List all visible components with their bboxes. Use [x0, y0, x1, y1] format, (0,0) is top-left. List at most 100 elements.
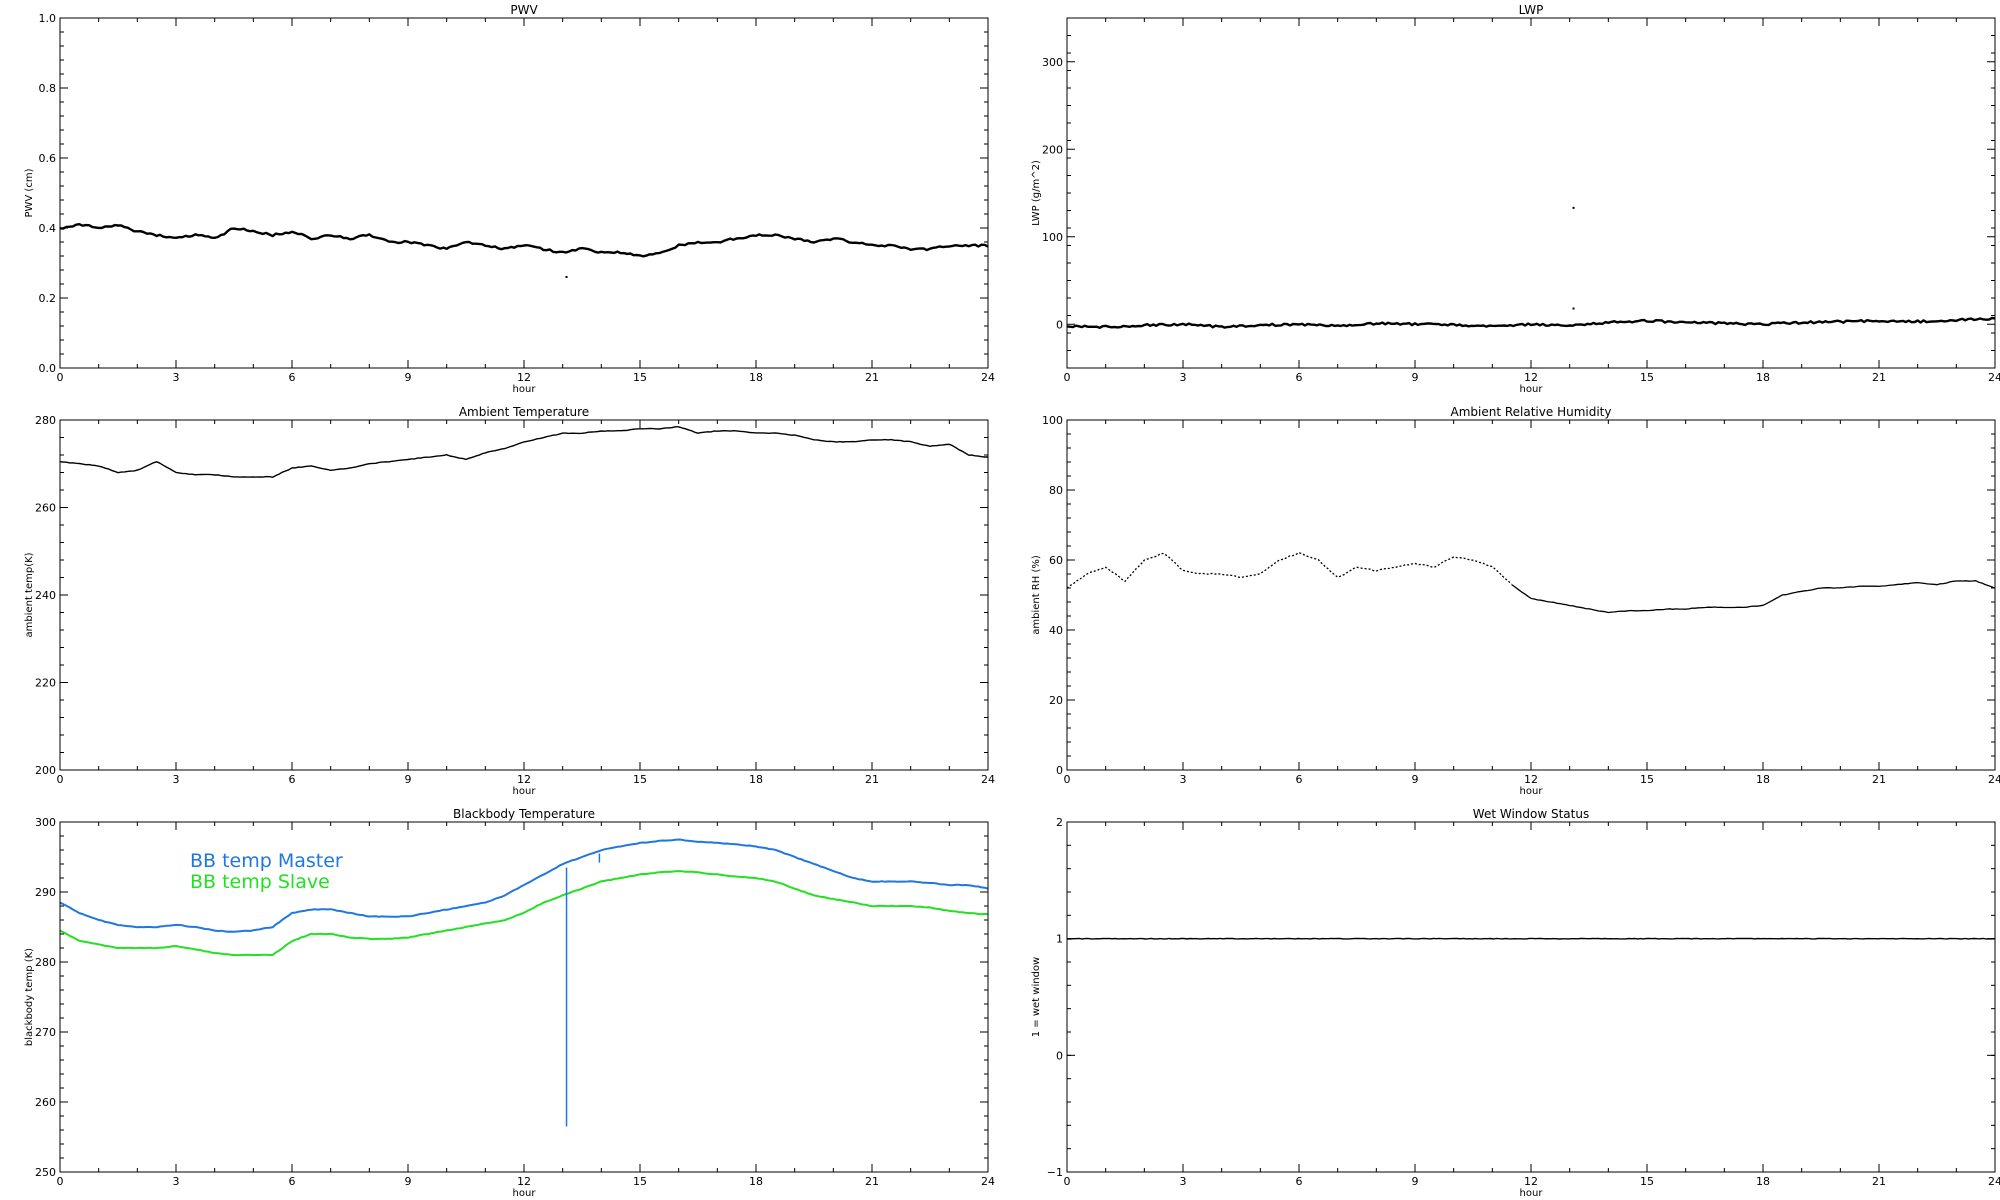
x-tick-label: 12 — [517, 773, 531, 786]
x-tick-label: 6 — [289, 773, 296, 786]
x-tick-label: 3 — [1180, 1175, 1187, 1188]
x-tick-label: 0 — [1064, 371, 1071, 384]
x-axis-label: hour — [1520, 384, 1544, 395]
x-tick-label: 21 — [1872, 371, 1886, 384]
plot-frame — [1066, 17, 1996, 369]
x-tick-label: 6 — [1296, 1175, 1303, 1188]
x-axis-label: hour — [513, 786, 537, 797]
chart-title: Blackbody Temperature — [453, 807, 595, 821]
y-tick-label: 300 — [35, 816, 56, 829]
chart-panel-ambient_temp: Ambient Temperature 0 3 6 9 12 15 18 21 24 hour 200… — [24, 405, 995, 797]
x-tick-label: 3 — [173, 1175, 180, 1188]
x-tick-label: 3 — [173, 371, 180, 384]
y-tick-label: 0.8 — [39, 82, 57, 95]
x-tick-label: 6 — [289, 371, 296, 384]
x-axis-label: hour — [513, 1188, 537, 1199]
series-line-0 — [1067, 551, 1513, 589]
x-tick-label: 9 — [405, 1175, 412, 1188]
y-tick-label: −1 — [1047, 1166, 1063, 1179]
y-tick-label: 280 — [35, 414, 56, 427]
series-line-0 — [60, 223, 988, 258]
x-tick-label: 15 — [1640, 773, 1654, 786]
x-tick-label: 15 — [1640, 371, 1654, 384]
chart-title: PWV — [510, 3, 538, 17]
y-tick-label: 40 — [1049, 624, 1063, 637]
chart-title: Ambient Temperature — [459, 405, 589, 419]
x-tick-label: 3 — [173, 773, 180, 786]
x-tick-label: 12 — [517, 1175, 531, 1188]
y-tick-label: 220 — [35, 677, 56, 690]
x-tick-label: 3 — [1180, 371, 1187, 384]
chart-panel-ambient_rh: Ambient Relative Humidity 0 3 6 9 12 15 18 21 24 h… — [1031, 405, 2000, 797]
y-tick-label: 200 — [35, 764, 56, 777]
series-line-0 — [60, 426, 988, 478]
x-tick-label: 9 — [405, 773, 412, 786]
x-tick-label: 9 — [1412, 1175, 1419, 1188]
y-tick-label: 0 — [1056, 1049, 1063, 1062]
y-axis-label: ambient temp(K) — [24, 552, 35, 637]
y-tick-label: 280 — [35, 956, 56, 969]
plot-area — [60, 426, 988, 478]
x-tick-label: 9 — [405, 371, 412, 384]
x-tick-label: 0 — [1064, 1175, 1071, 1188]
x-tick-label: 6 — [1296, 371, 1303, 384]
x-tick-label: 18 — [1756, 371, 1770, 384]
x-axis-label: hour — [1520, 1188, 1544, 1199]
y-tick-label: 1 — [1056, 933, 1063, 946]
series-line-0 — [1067, 316, 1995, 329]
x-tick-label: 12 — [1524, 1175, 1538, 1188]
y-tick-label: 270 — [35, 1026, 56, 1039]
x-tick-label: 6 — [1296, 773, 1303, 786]
y-axis-label: PWV (cm) — [24, 168, 35, 217]
series-line-0 — [1067, 937, 1995, 940]
x-axis-label: hour — [513, 384, 537, 395]
x-tick-label: 24 — [981, 773, 995, 786]
plot-area — [60, 223, 988, 278]
y-tick-label: 0.4 — [39, 222, 57, 235]
y-tick-label: 80 — [1049, 484, 1063, 497]
y-tick-label: 0 — [1056, 318, 1063, 331]
x-tick-label: 9 — [1412, 773, 1419, 786]
series-line-bb-temp-slave — [60, 870, 988, 957]
y-tick-label: 2 — [1056, 816, 1063, 829]
y-tick-label: 20 — [1049, 694, 1063, 707]
x-tick-label: 24 — [981, 371, 995, 384]
plot-frame — [59, 419, 989, 771]
x-tick-label: 9 — [1412, 371, 1419, 384]
x-tick-label: 0 — [1064, 773, 1071, 786]
x-tick-label: 15 — [633, 773, 647, 786]
x-tick-label: 12 — [517, 371, 531, 384]
x-axis-label: hour — [1520, 786, 1544, 797]
chart-panel-pwv: PWV 0 3 6 9 12 15 18 21 24 hour 0.0 0.2 0.4 0.6 0.8 1.0 P… — [24, 3, 995, 395]
x-tick-label: 21 — [865, 773, 879, 786]
chart-title: LWP — [1519, 3, 1544, 17]
x-tick-label: 21 — [865, 1175, 879, 1188]
y-tick-label: 250 — [35, 1166, 56, 1179]
y-tick-label: 0.6 — [39, 152, 57, 165]
x-tick-label: 0 — [57, 371, 64, 384]
y-axis-label: blackbody temp (K) — [24, 948, 35, 1046]
y-axis-label: 1 = wet window — [1031, 957, 1042, 1037]
plot-area — [1067, 937, 1995, 940]
plot-area — [1067, 551, 1995, 614]
x-tick-label: 24 — [981, 1175, 995, 1188]
x-tick-label: 18 — [1756, 1175, 1770, 1188]
y-tick-label: 0 — [1056, 764, 1063, 777]
x-tick-label: 6 — [289, 1175, 296, 1188]
plot-area — [1067, 206, 1995, 329]
x-tick-label: 18 — [749, 773, 763, 786]
x-tick-label: 18 — [749, 1175, 763, 1188]
x-tick-label: 15 — [633, 371, 647, 384]
y-axis-label: ambient RH (%) — [1031, 555, 1042, 635]
plot-frame — [1066, 821, 1996, 1173]
chart-panel-lwp: LWP 0 3 6 9 12 15 18 21 24 hour 0 100 200 300 LWP (g/m^… — [1031, 3, 2000, 395]
y-tick-label: 100 — [1042, 231, 1063, 244]
x-tick-label: 24 — [1988, 371, 2000, 384]
series-line-1 — [1511, 580, 1995, 614]
plot-area — [60, 838, 988, 1127]
y-tick-label: 300 — [1042, 56, 1063, 69]
y-tick-label: 200 — [1042, 143, 1063, 156]
x-tick-label: 15 — [1640, 1175, 1654, 1188]
x-tick-label: 0 — [57, 1175, 64, 1188]
chart-title: Wet Window Status — [1473, 807, 1589, 821]
